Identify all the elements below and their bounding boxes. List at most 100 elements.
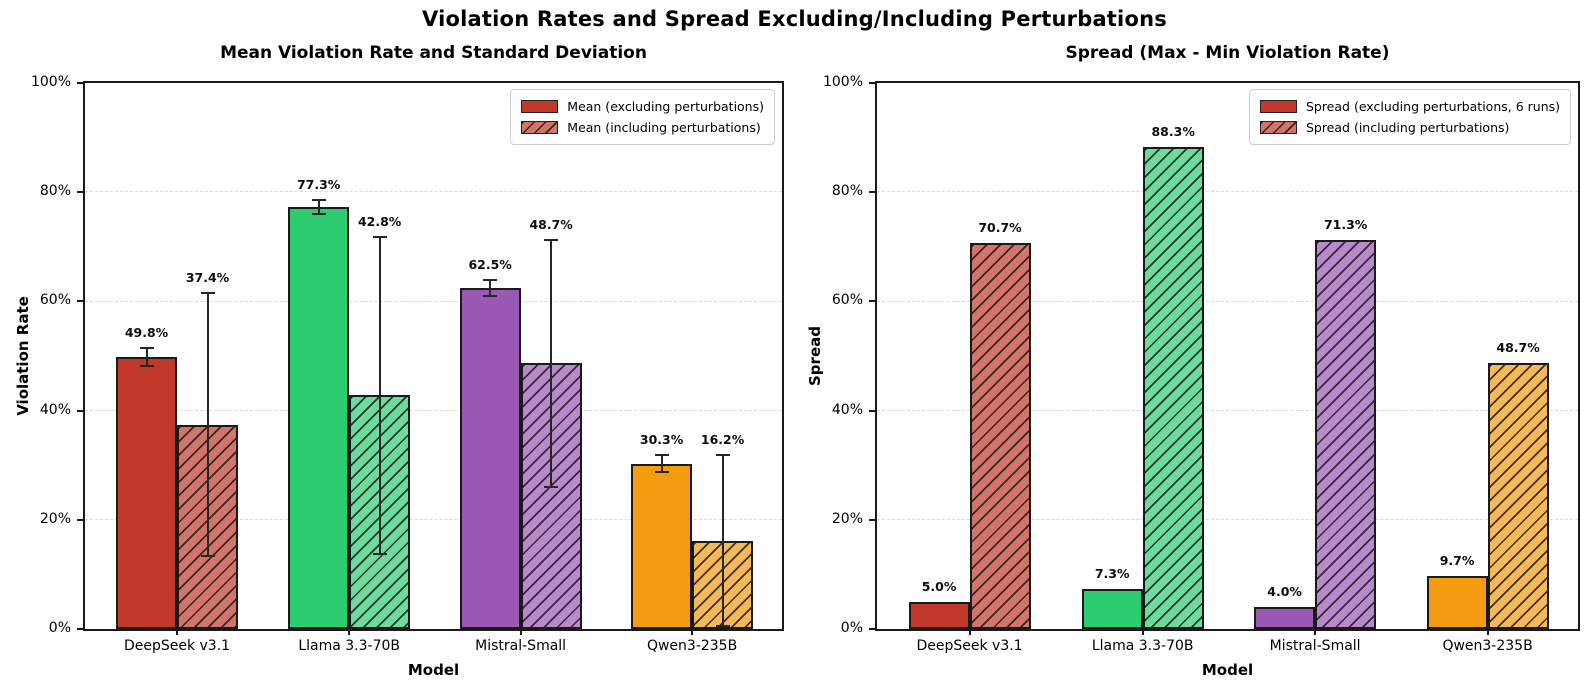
- y-tick-0: [869, 628, 875, 630]
- bar-value-label-mistral-small-spread-excluding-perturbations-6-runs: 4.0%: [1267, 584, 1302, 600]
- legend-label: Spread (including perturbations): [1305, 120, 1510, 135]
- bar-mistral-small-spread-including-perturbations: [1315, 239, 1377, 629]
- error-bar-mistral-small-mean-including-perturbations: [550, 239, 553, 487]
- x-tick-llama-3-3-70b: [348, 629, 351, 635]
- legend-swatch-solid: [1259, 100, 1297, 113]
- bar-llama-3-3-70b-spread-excluding-perturbations-6-runs: [1081, 589, 1143, 629]
- error-cap-top-llama-3-3-70b: [372, 235, 387, 238]
- y-tick-label-0: 0%: [840, 620, 863, 636]
- x-tick-deepseek-v3-1: [176, 629, 178, 635]
- legend-swatch-hatch: [521, 121, 559, 134]
- y-tick-80: [77, 191, 83, 194]
- legend-label: Mean (excluding perturbations): [567, 99, 764, 114]
- gridline-80: [877, 191, 1578, 193]
- x-tick-label-mistral-small: Mistral-Small: [1269, 638, 1361, 654]
- y-tick-60: [869, 300, 875, 303]
- bar-mistral-small-mean-excluding-perturbations: [459, 287, 521, 629]
- error-cap-bottom-mistral-small: [483, 294, 498, 297]
- error-cap-bottom-qwen3-235b: [654, 470, 669, 473]
- y-tick-label-80: 80%: [831, 183, 863, 200]
- y-tick-40: [869, 409, 875, 412]
- y-tick-100: [77, 82, 83, 84]
- bar-value-label-llama-3-3-70b-mean-including-perturbations: 42.8%: [357, 213, 402, 229]
- legend-entry-spread-excluding-perturbations-6-runs: Spread (excluding perturbations, 6 runs): [1259, 96, 1560, 117]
- x-tick-llama-3-3-70b: [1141, 629, 1144, 635]
- x-tick-label-mistral-small: Mistral-Small: [475, 638, 567, 654]
- x-axis-label: Model: [407, 661, 460, 679]
- error-bar-deepseek-v3-1-mean-including-perturbations: [206, 293, 209, 557]
- bar-deepseek-v3-1-spread-excluding-perturbations-6-runs: [908, 601, 970, 629]
- x-tick-mistral-small: [519, 629, 522, 635]
- bar-value-label-mistral-small-mean-including-perturbations: 48.7%: [529, 216, 573, 232]
- bar-deepseek-v3-1-spread-including-perturbations: [969, 242, 1031, 629]
- y-tick-label-20: 20%: [39, 510, 71, 527]
- y-tick-60: [77, 300, 83, 303]
- x-tick-qwen3-235b: [1486, 629, 1489, 635]
- error-cap-bottom-deepseek-v3-1: [200, 555, 215, 558]
- x-tick-label-llama-3-3-70b: Llama 3.3-70B: [1091, 638, 1194, 654]
- x-tick-label-deepseek-v3-1: DeepSeek v3.1: [916, 638, 1023, 654]
- error-cap-top-mistral-small: [544, 238, 559, 241]
- error-cap-bottom-mistral-small: [544, 485, 559, 488]
- y-tick-label-20: 20%: [831, 510, 863, 527]
- error-cap-top-qwen3-235b: [654, 454, 669, 457]
- bar-mistral-small-spread-excluding-perturbations-6-runs: [1254, 607, 1316, 629]
- subplot-mean-violation-rate: Mean Violation Rate and Standard Deviati…: [14, 43, 784, 679]
- y-axis-label: Violation Rate: [14, 296, 32, 416]
- legend-entry-mean-including-perturbations: Mean (including perturbations): [521, 117, 764, 138]
- y-tick-label-100: 100%: [822, 74, 863, 90]
- error-bar-llama-3-3-70b-mean-excluding-perturbations: [317, 200, 320, 214]
- legend: Mean (excluding perturbations) Mean (incl…: [510, 89, 775, 145]
- error-bar-qwen3-235b-mean-excluding-perturbations: [660, 455, 663, 472]
- x-tick-label-qwen3-235b: Qwen3-235B: [1442, 638, 1533, 654]
- error-cap-top-deepseek-v3-1: [139, 346, 154, 349]
- figure-title: Violation Rates and Spread Excluding/Inc…: [422, 7, 1167, 31]
- x-axis-label: Model: [1201, 661, 1254, 679]
- legend-label: Mean (including perturbations): [567, 120, 761, 135]
- bar-value-label-deepseek-v3-1-mean-excluding-perturbations: 49.8%: [124, 324, 169, 340]
- bar-llama-3-3-70b-mean-excluding-perturbations: [288, 206, 350, 629]
- y-tick-label-60: 60%: [39, 292, 71, 309]
- y-tick-40: [77, 409, 83, 412]
- subplot-spread: Spread (Max - Min Violation Rate) Spread M…: [806, 43, 1580, 679]
- y-tick-label-40: 40%: [39, 401, 71, 418]
- bar-value-label-llama-3-3-70b-spread-including-perturbations: 88.3%: [1151, 123, 1195, 139]
- y-tick-label-60: 60%: [831, 292, 863, 309]
- bar-value-label-llama-3-3-70b-spread-excluding-perturbations-6-runs: 7.3%: [1094, 566, 1130, 582]
- bar-qwen3-235b-spread-including-perturbations: [1487, 363, 1549, 629]
- x-tick-label-deepseek-v3-1: DeepSeek v3.1: [123, 638, 231, 654]
- subplot-title: Mean Violation Rate and Standard Deviati…: [220, 43, 647, 63]
- error-cap-bottom-deepseek-v3-1: [139, 365, 154, 368]
- legend-entry-mean-excluding-perturbations: Mean (excluding perturbations): [521, 96, 764, 117]
- subplot-title: Spread (Max - Min Violation Rate): [1065, 43, 1390, 63]
- legend: Spread (excluding perturbations, 6 runs)…: [1248, 89, 1571, 145]
- error-cap-top-qwen3-235b: [715, 454, 730, 457]
- error-cap-top-mistral-small: [483, 278, 498, 281]
- error-bar-mistral-small-mean-excluding-perturbations: [489, 279, 492, 296]
- bar-value-label-deepseek-v3-1-spread-including-perturbations: 70.7%: [978, 219, 1022, 235]
- y-tick-20: [77, 518, 83, 521]
- gridline-40: [85, 409, 782, 411]
- legend-swatch-solid: [521, 100, 559, 113]
- bar-value-label-mistral-small-mean-excluding-perturbations: 62.5%: [468, 256, 512, 272]
- x-tick-label-qwen3-235b: Qwen3-235B: [646, 638, 738, 654]
- error-bar-qwen3-235b-mean-including-perturbations: [721, 455, 724, 626]
- x-tick-label-llama-3-3-70b: Llama 3.3-70B: [298, 638, 400, 654]
- y-tick-label-80: 80%: [39, 183, 71, 200]
- bar-value-label-deepseek-v3-1-mean-including-perturbations: 37.4%: [185, 270, 230, 286]
- error-bar-llama-3-3-70b-mean-including-perturbations: [378, 236, 381, 554]
- error-cap-bottom-qwen3-235b: [715, 624, 730, 627]
- y-tick-label-40: 40%: [831, 401, 863, 418]
- gridline-20: [85, 519, 782, 520]
- bar-value-label-mistral-small-spread-including-perturbations: 71.3%: [1323, 216, 1368, 232]
- error-cap-bottom-llama-3-3-70b: [311, 212, 326, 215]
- gridline-20: [877, 519, 1578, 520]
- x-tick-qwen3-235b: [691, 629, 694, 635]
- bar-value-label-deepseek-v3-1-spread-excluding-perturbations-6-runs: 5.0%: [921, 578, 957, 594]
- error-cap-bottom-llama-3-3-70b: [372, 552, 387, 555]
- x-tick-mistral-small: [1314, 629, 1317, 635]
- y-axis-label: Spread: [806, 326, 824, 386]
- gridline-80: [85, 191, 782, 193]
- legend-label: Spread (excluding perturbations, 6 runs): [1305, 99, 1560, 114]
